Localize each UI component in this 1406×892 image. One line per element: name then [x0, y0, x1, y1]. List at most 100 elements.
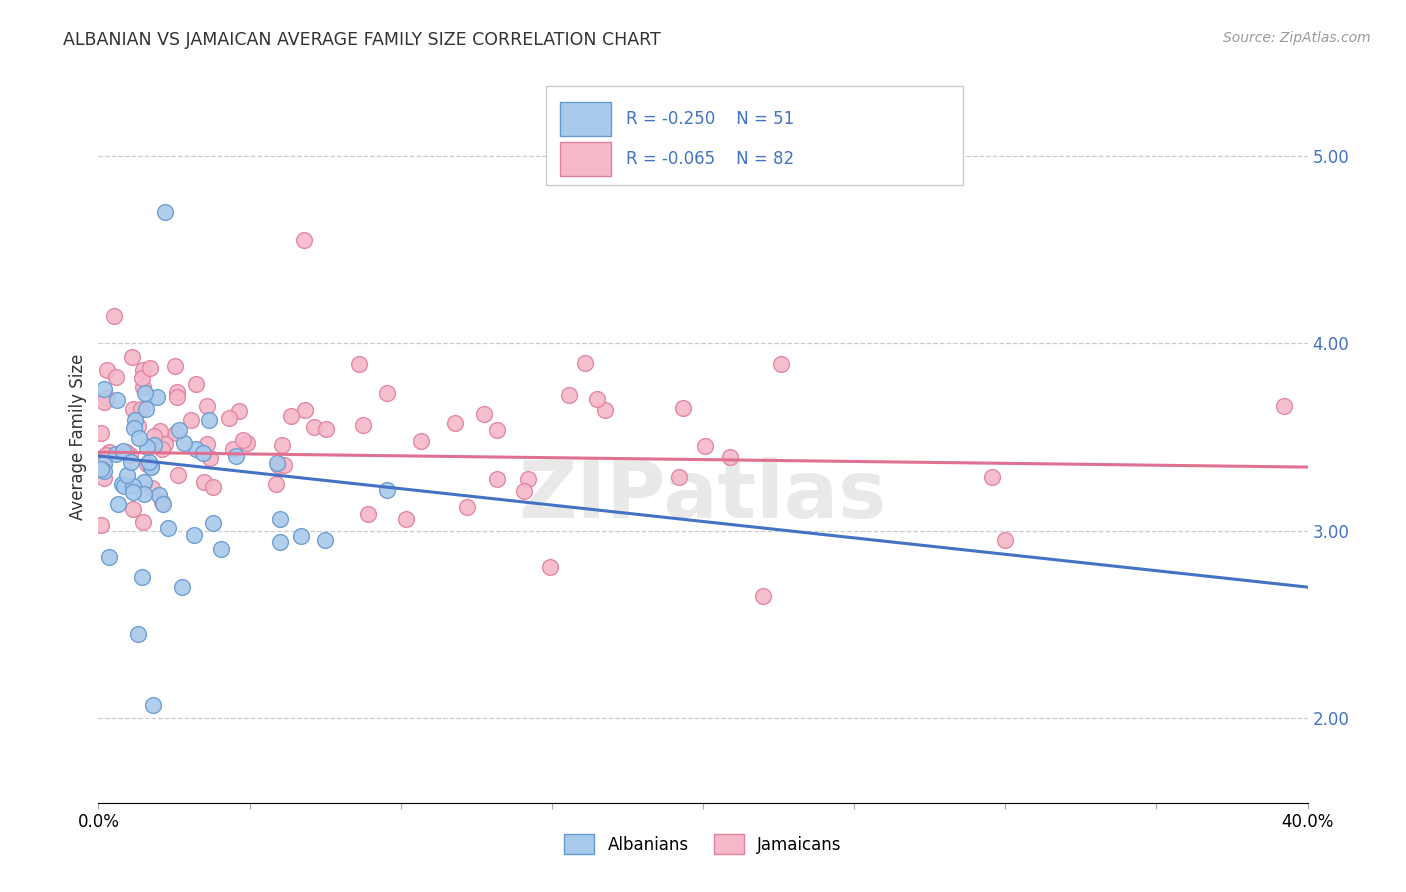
Point [93, 395, 115, 409]
Y-axis label: Average Family Size: Average Family Size [69, 354, 87, 520]
Point [139, 458, 162, 473]
Point [193, 445, 215, 459]
Point [718, 450, 741, 464]
Point [132, 487, 155, 501]
Point [96, 363, 118, 377]
Point [280, 409, 302, 423]
Point [193, 475, 215, 489]
Point [456, 500, 478, 514]
Point [132, 380, 155, 394]
Point [394, 512, 416, 526]
Point [148, 487, 170, 501]
Point [352, 418, 374, 433]
Point [222, 442, 245, 457]
Point [167, 467, 190, 482]
Point [135, 401, 157, 416]
Point [486, 423, 509, 437]
Point [170, 580, 193, 594]
Point [315, 422, 337, 436]
Point [752, 590, 775, 604]
Point [136, 440, 159, 454]
Text: ZIPatlas: ZIPatlas [519, 457, 887, 534]
Point [557, 388, 579, 402]
FancyBboxPatch shape [561, 142, 612, 176]
Point [111, 476, 134, 491]
Point [375, 386, 398, 401]
Point [122, 420, 145, 434]
Point [166, 385, 188, 400]
Legend: Albanians, Jamaicans: Albanians, Jamaicans [558, 828, 848, 860]
Point [357, 507, 380, 521]
Point [127, 627, 149, 641]
Point [107, 497, 129, 511]
Point [135, 457, 157, 471]
Point [131, 371, 153, 385]
FancyBboxPatch shape [546, 86, 963, 185]
Point [195, 399, 218, 413]
Point [149, 425, 172, 439]
Point [290, 529, 312, 543]
Text: R = -0.065    N = 82: R = -0.065 N = 82 [626, 150, 794, 168]
Point [120, 455, 142, 469]
Point [103, 310, 125, 324]
Point [202, 479, 225, 493]
Point [218, 410, 240, 425]
Point [314, 533, 336, 547]
Point [122, 484, 145, 499]
Point [134, 385, 156, 400]
Point [111, 443, 134, 458]
Point [574, 356, 596, 370]
Point [98, 550, 121, 565]
Point [411, 434, 433, 448]
Point [131, 569, 153, 583]
Text: Source: ZipAtlas.com: Source: ZipAtlas.com [1223, 31, 1371, 45]
Point [141, 481, 163, 495]
Point [118, 448, 141, 462]
Point [96, 391, 118, 405]
Point [121, 350, 143, 364]
Point [173, 436, 195, 450]
Point [273, 458, 295, 472]
Point [180, 413, 202, 427]
Point [152, 442, 174, 456]
Point [269, 511, 291, 525]
Point [225, 449, 247, 463]
Point [266, 477, 288, 491]
Point [1272, 399, 1295, 413]
Point [269, 534, 291, 549]
Point [121, 479, 143, 493]
Point [93, 464, 115, 478]
Point [267, 458, 290, 472]
Point [201, 516, 224, 530]
Point [472, 407, 495, 421]
Point [105, 370, 128, 384]
Point [292, 233, 315, 247]
Point [90, 462, 112, 476]
Point [347, 357, 370, 371]
Point [150, 495, 173, 509]
Point [132, 475, 155, 490]
Point [770, 357, 793, 371]
Point [128, 431, 150, 445]
Point [668, 470, 690, 484]
Point [198, 450, 221, 465]
Point [593, 403, 616, 417]
Point [121, 401, 143, 416]
Point [94, 448, 117, 462]
Point [122, 502, 145, 516]
Point [994, 533, 1017, 548]
Point [139, 459, 162, 474]
FancyBboxPatch shape [561, 102, 612, 136]
Point [184, 376, 207, 391]
Text: ALBANIAN VS JAMAICAN AVERAGE FAMILY SIZE CORRELATION CHART: ALBANIAN VS JAMAICAN AVERAGE FAMILY SIZE… [63, 31, 661, 49]
Point [166, 390, 188, 404]
Point [486, 472, 509, 486]
Point [304, 419, 326, 434]
Point [138, 455, 160, 469]
Point [232, 434, 254, 448]
Point [516, 472, 538, 486]
Point [127, 418, 149, 433]
Point [93, 458, 115, 472]
Point [585, 392, 607, 406]
Point [538, 560, 561, 574]
